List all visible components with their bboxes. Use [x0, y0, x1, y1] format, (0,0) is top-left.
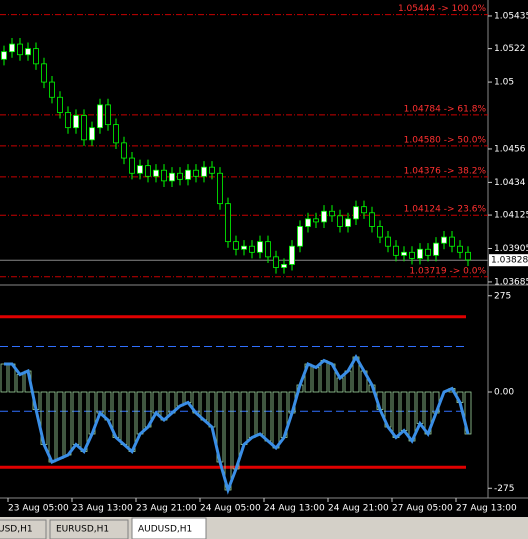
price-tick-label: 1.0434	[494, 178, 526, 188]
candle-body	[249, 245, 255, 253]
candle-body	[193, 169, 199, 177]
fib-label: 1.03719 -> 0.0%	[409, 266, 486, 276]
time-label: 24 Aug 05:00	[200, 504, 261, 514]
candle-body	[225, 203, 231, 243]
candle-body	[401, 251, 407, 256]
candle-body	[289, 245, 295, 265]
fib-label: 1.05444 -> 100.0%	[398, 4, 486, 14]
candle-body	[49, 81, 55, 98]
candle-body	[209, 166, 215, 174]
candle-body	[1, 51, 7, 60]
candle-body	[273, 256, 279, 268]
candle-body	[25, 48, 31, 56]
price-tick-label: 1.0456	[494, 144, 526, 154]
candle-body	[353, 206, 359, 220]
price-tick-label: 1.04125	[494, 211, 528, 221]
candle-body	[73, 115, 79, 129]
candle-body	[89, 127, 95, 141]
candle-body	[433, 242, 439, 256]
candle-body	[305, 218, 311, 227]
price-tick-label: 1.03685	[494, 277, 528, 287]
tab[interactable]	[131, 517, 207, 539]
candle-body	[377, 226, 383, 238]
candle-body	[321, 210, 327, 223]
candle-body	[113, 124, 119, 144]
candle-body	[217, 172, 223, 205]
candle-body	[41, 63, 47, 83]
candle-body	[265, 241, 271, 258]
candle-body	[425, 248, 431, 256]
candle-body	[361, 206, 367, 214]
osc-tick-label: 275	[494, 291, 511, 301]
time-label: 23 Aug 21:00	[136, 504, 197, 514]
fib-label: 1.04124 -> 23.6%	[404, 205, 487, 215]
fib-label: 1.04580 -> 50.0%	[404, 135, 487, 145]
candle-body	[337, 215, 343, 227]
tab-label[interactable]: USD,H1	[0, 525, 33, 535]
price-tick-label: 1.0522	[494, 44, 526, 54]
candle-body	[449, 236, 455, 247]
time-label: 27 Aug 05:00	[392, 504, 453, 514]
candle-body	[153, 169, 159, 177]
candle-body	[257, 241, 263, 253]
candle-body	[97, 104, 103, 129]
candle-body	[161, 169, 167, 182]
price-tick-label: 1.05435	[494, 11, 528, 21]
candle-body	[417, 248, 423, 259]
candle-body	[241, 245, 247, 250]
current-price-label: 1.03828	[491, 256, 528, 266]
price-tick-label: 1.05	[494, 78, 514, 88]
osc-tick-label: -275	[494, 484, 514, 494]
candle-body	[409, 251, 415, 259]
tab-label[interactable]: AUDUSD,H1	[138, 525, 192, 535]
current-price-box	[489, 254, 528, 267]
candle-body	[145, 165, 151, 177]
tab[interactable]	[0, 519, 47, 539]
candle-body	[345, 218, 351, 227]
candle-body	[313, 218, 319, 223]
time-label: 24 Aug 13:00	[264, 504, 325, 514]
candle-body	[33, 48, 39, 65]
candle-body	[81, 115, 87, 141]
candle-body	[177, 172, 183, 180]
candle-body	[105, 104, 111, 126]
time-label: 24 Aug 21:00	[328, 504, 389, 514]
candle-body	[201, 166, 207, 177]
candle-body	[465, 251, 471, 261]
candle-body	[17, 43, 23, 56]
fib-label: 1.04784 -> 61.8%	[404, 104, 487, 114]
tab[interactable]	[49, 519, 129, 539]
tab-label[interactable]: EURUSD,H1	[56, 525, 109, 535]
candle-body	[185, 169, 191, 180]
osc-tick-label: 0.00	[494, 388, 514, 398]
candle-body	[457, 245, 463, 253]
candle-body	[393, 245, 399, 256]
candle-body	[329, 210, 335, 217]
time-label: 27 Aug 13:00	[456, 504, 517, 514]
candle-body	[169, 172, 175, 182]
candle-body	[281, 264, 287, 268]
candle-body	[121, 142, 127, 159]
candle-body	[369, 212, 375, 227]
candle-body	[57, 96, 63, 113]
candle-body	[129, 157, 135, 174]
candle-body	[137, 165, 143, 174]
time-label: 23 Aug 05:00	[8, 504, 69, 514]
candle-body	[297, 226, 303, 247]
candle-body	[233, 241, 239, 250]
osc-line	[4, 353, 470, 495]
candle-body	[65, 112, 71, 129]
time-label: 23 Aug 13:00	[72, 504, 133, 514]
price-tick-label: 1.03905	[494, 244, 528, 254]
candle-body	[441, 236, 447, 244]
candle-body	[385, 236, 391, 247]
fib-label: 1.04376 -> 38.2%	[404, 166, 487, 176]
candle-body	[9, 43, 15, 53]
